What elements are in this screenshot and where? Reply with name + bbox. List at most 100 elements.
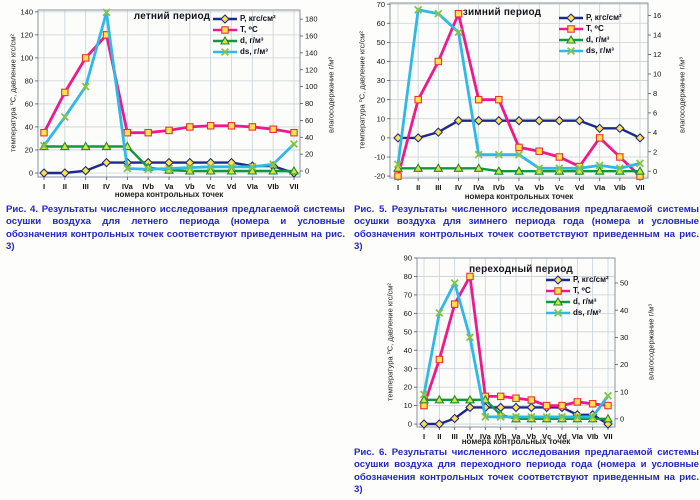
figure5-caption: Рис. 5. Результаты численного исследован…	[354, 204, 699, 252]
legend-label: d, г/м³	[240, 36, 264, 45]
series-ds	[393, 5, 645, 173]
svg-text:90: 90	[404, 254, 412, 263]
svg-text:Vb: Vb	[534, 183, 544, 192]
svg-text:6: 6	[653, 108, 657, 117]
legend-item-P: P, кгс/см²	[558, 12, 622, 23]
x-axis-label: номера контрольных точек	[114, 190, 224, 199]
svg-text:70: 70	[377, 0, 385, 9]
svg-text:VII: VII	[289, 182, 298, 191]
svg-text:VIb: VIb	[614, 183, 626, 192]
legend-marker-x-icon	[546, 308, 570, 317]
legend-label: T, ⁰C	[573, 286, 591, 295]
x-axis-label: номера контрольных точек	[464, 192, 574, 201]
svg-text:VIa: VIa	[572, 432, 584, 441]
x-axis-ticks: I II III IV IVa IVb Va Vb Vc Vd VIa VIb VII	[423, 427, 613, 441]
legend-marker-triangle-icon	[559, 34, 583, 44]
legend-marker-x-icon	[213, 47, 237, 56]
legend-marker-triangle-icon	[213, 35, 237, 45]
legend-item-P: P, кгс/см²	[212, 13, 276, 24]
svg-text:III: III	[83, 182, 89, 191]
svg-text:8: 8	[653, 89, 657, 98]
legend-item-T: T, ⁰C	[545, 285, 609, 296]
legend-label: ds, г/м³	[573, 308, 601, 317]
svg-text:Va: Va	[165, 182, 175, 191]
legend-item-ds: ds, г/м³	[558, 45, 622, 56]
svg-text:80: 80	[404, 272, 412, 281]
svg-text:I: I	[43, 182, 45, 191]
legend-label: P, кгс/см²	[240, 14, 276, 23]
figure4-chart: 0 20 40 60 80 100 120 140 0 20 40 60 80 100 120 140 160 1…	[4, 0, 348, 202]
right-axis-label: влагосодержание г/м³	[677, 57, 687, 133]
legend-label: T, ⁰C	[586, 24, 604, 33]
svg-text:Vb: Vb	[185, 182, 195, 191]
series-P	[393, 115, 645, 143]
legend-label: T, ⁰C	[240, 25, 258, 34]
svg-text:10: 10	[653, 70, 661, 79]
svg-text:30: 30	[404, 364, 412, 373]
chart-legend: P, кгс/см² T, ⁰C d, г/м³ ds, г/м³	[545, 274, 609, 318]
figure6-chart: 0 10 20 30 40 50 60 70 80 90 0 10 20 30 40 50 I II III IV IV…	[352, 254, 700, 452]
legend-label: d, г/м³	[586, 35, 610, 44]
legend-label: P, кгс/см²	[573, 275, 609, 284]
svg-text:Vc: Vc	[555, 183, 564, 192]
svg-text:40: 40	[305, 133, 313, 142]
svg-text:VIa: VIa	[247, 182, 259, 191]
svg-text:40: 40	[377, 57, 385, 66]
svg-text:140: 140	[20, 7, 33, 16]
legend-marker-diamond-icon	[213, 13, 237, 24]
right-axis-ticks: 0 10 20 30 40 50	[615, 279, 628, 423]
svg-text:140: 140	[305, 48, 318, 57]
svg-text:I: I	[423, 432, 425, 441]
svg-text:16: 16	[653, 11, 661, 20]
svg-text:III: III	[452, 432, 458, 441]
svg-text:20: 20	[25, 146, 33, 155]
svg-text:12: 12	[653, 50, 661, 59]
series-T	[40, 31, 298, 137]
svg-text:14: 14	[653, 31, 661, 40]
svg-text:0: 0	[408, 420, 412, 429]
svg-text:IV: IV	[103, 182, 110, 191]
figure4-plot-canvas: 0 20 40 60 80 100 120 140 0 20 40 60 80 100 120 140 160 1…	[20, 7, 318, 191]
legend-label: ds, г/м³	[240, 47, 268, 56]
chart-legend: P, кгс/см² T, ⁰C d, г/м³ ds, г/м³	[212, 13, 276, 57]
svg-text:Vd: Vd	[575, 183, 585, 192]
svg-text:60: 60	[377, 19, 385, 28]
svg-text:40: 40	[25, 123, 33, 132]
x-axis-label: номера контрольных точек	[461, 437, 571, 446]
legend-marker-square-icon	[546, 286, 570, 295]
svg-text:0: 0	[381, 133, 385, 142]
left-axis-label: температура ⁰С, давление кгс/см²	[357, 31, 367, 149]
svg-text:20: 20	[377, 95, 385, 104]
left-axis-ticks: -20 -10 0 10 20 30 40 50 60 70	[374, 0, 390, 181]
svg-text:IV: IV	[455, 183, 462, 192]
svg-text:Va: Va	[512, 432, 522, 441]
chart-title: летний период	[133, 11, 211, 22]
svg-text:40: 40	[404, 346, 412, 355]
svg-text:20: 20	[620, 360, 628, 369]
legend-item-d: d, г/м³	[545, 296, 609, 307]
svg-text:40: 40	[620, 306, 628, 315]
svg-text:II: II	[437, 432, 441, 441]
svg-text:60: 60	[305, 116, 313, 125]
svg-text:70: 70	[404, 290, 412, 299]
svg-text:I: I	[397, 183, 399, 192]
svg-text:30: 30	[620, 333, 628, 342]
svg-text:60: 60	[25, 100, 33, 109]
svg-text:20: 20	[404, 383, 412, 392]
legend-item-d: d, г/м³	[558, 34, 622, 45]
right-axis-label: влагосодержание г/м³	[326, 57, 336, 133]
figure4-caption: Рис. 4. Результаты численного исследован…	[6, 204, 345, 252]
legend-item-d: d, г/м³	[212, 35, 276, 46]
legend-label: P, кгс/см²	[586, 13, 622, 22]
chart-title: переходный период	[469, 264, 573, 275]
series-d	[39, 141, 299, 175]
figure5-chart: -20 -10 0 10 20 30 40 50 60 70 0 2 4 6 8 10 12 14 16 I II III…	[352, 0, 700, 204]
series-ds	[39, 8, 299, 174]
series-T	[420, 272, 612, 410]
legend-marker-triangle-icon	[546, 296, 570, 306]
legend-item-T: T, ⁰C	[558, 23, 622, 34]
svg-text:50: 50	[377, 38, 385, 47]
svg-text:0: 0	[305, 167, 309, 176]
legend-item-P: P, кгс/см²	[545, 274, 609, 285]
